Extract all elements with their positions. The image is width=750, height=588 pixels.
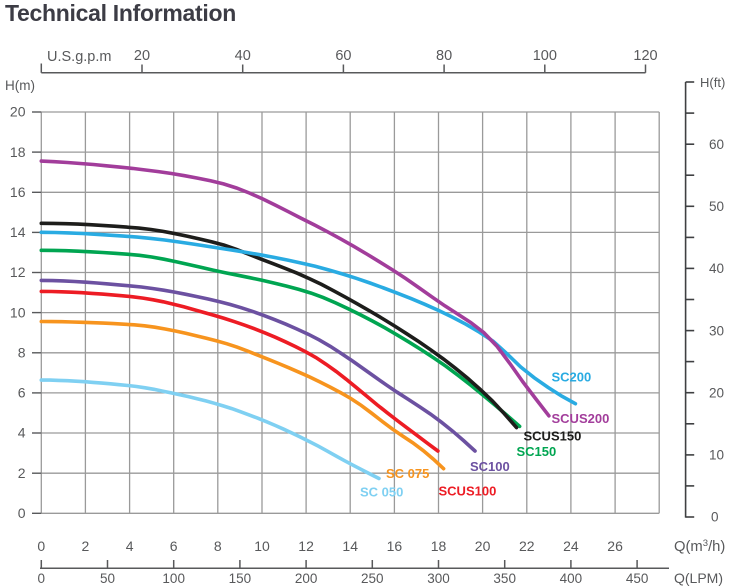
svg-text:10: 10 — [709, 448, 724, 463]
svg-text:6: 6 — [170, 538, 178, 554]
svg-text:SCUS200: SCUS200 — [552, 411, 610, 426]
svg-text:12: 12 — [10, 264, 26, 280]
svg-text:24: 24 — [563, 538, 579, 554]
svg-text:40: 40 — [709, 261, 724, 276]
svg-text:18: 18 — [431, 538, 447, 554]
svg-text:8: 8 — [18, 345, 26, 361]
svg-text:8: 8 — [214, 538, 222, 554]
svg-text:20: 20 — [475, 538, 491, 554]
svg-text:14: 14 — [342, 538, 358, 554]
svg-text:0: 0 — [38, 571, 46, 586]
svg-text:H(m): H(m) — [5, 78, 35, 93]
svg-text:26: 26 — [607, 538, 623, 554]
svg-text:80: 80 — [436, 48, 452, 64]
svg-text:Technical Information: Technical Information — [5, 0, 236, 26]
svg-text:Q(m3/h): Q(m3/h) — [674, 538, 725, 555]
svg-text:150: 150 — [229, 571, 252, 586]
svg-text:SCUS150: SCUS150 — [524, 429, 582, 444]
svg-text:SC 075: SC 075 — [386, 466, 429, 481]
svg-text:0: 0 — [711, 510, 719, 525]
svg-text:50: 50 — [100, 571, 115, 586]
svg-text:22: 22 — [519, 538, 535, 554]
svg-text:2: 2 — [82, 538, 90, 554]
svg-text:SC100: SC100 — [470, 459, 510, 474]
svg-text:14: 14 — [10, 224, 26, 240]
svg-text:60: 60 — [335, 48, 351, 64]
svg-text:0: 0 — [18, 505, 26, 521]
svg-text:16: 16 — [387, 538, 403, 554]
svg-text:400: 400 — [560, 571, 583, 586]
svg-text:SCUS100: SCUS100 — [439, 484, 497, 499]
svg-text:350: 350 — [493, 571, 516, 586]
svg-text:40: 40 — [235, 48, 251, 64]
svg-text:20: 20 — [134, 48, 150, 64]
svg-text:2: 2 — [18, 465, 26, 481]
svg-text:12: 12 — [298, 538, 314, 554]
svg-text:SC200: SC200 — [552, 370, 592, 385]
svg-text:250: 250 — [361, 571, 384, 586]
svg-text:0: 0 — [37, 538, 45, 554]
svg-text:6: 6 — [18, 385, 26, 401]
svg-text:SC 050: SC 050 — [360, 485, 403, 500]
svg-text:100: 100 — [533, 48, 557, 64]
svg-text:300: 300 — [427, 571, 450, 586]
svg-text:4: 4 — [18, 425, 26, 441]
svg-text:60: 60 — [709, 137, 724, 152]
svg-text:30: 30 — [709, 323, 724, 338]
svg-text:4: 4 — [126, 538, 134, 554]
svg-text:120: 120 — [633, 48, 657, 64]
svg-text:200: 200 — [295, 571, 318, 586]
svg-text:H(ft): H(ft) — [700, 75, 725, 90]
svg-text:50: 50 — [709, 199, 724, 214]
svg-text:20: 20 — [709, 385, 724, 400]
svg-text:Q(LPM): Q(LPM) — [674, 570, 723, 586]
svg-text:10: 10 — [10, 304, 26, 320]
svg-text:SC150: SC150 — [517, 444, 557, 459]
svg-text:16: 16 — [10, 184, 26, 200]
svg-text:U.S.g.p.m: U.S.g.p.m — [47, 49, 111, 65]
svg-text:18: 18 — [10, 144, 26, 160]
svg-text:10: 10 — [254, 538, 270, 554]
svg-text:100: 100 — [162, 571, 185, 586]
svg-text:20: 20 — [10, 104, 26, 120]
svg-text:450: 450 — [626, 571, 649, 586]
